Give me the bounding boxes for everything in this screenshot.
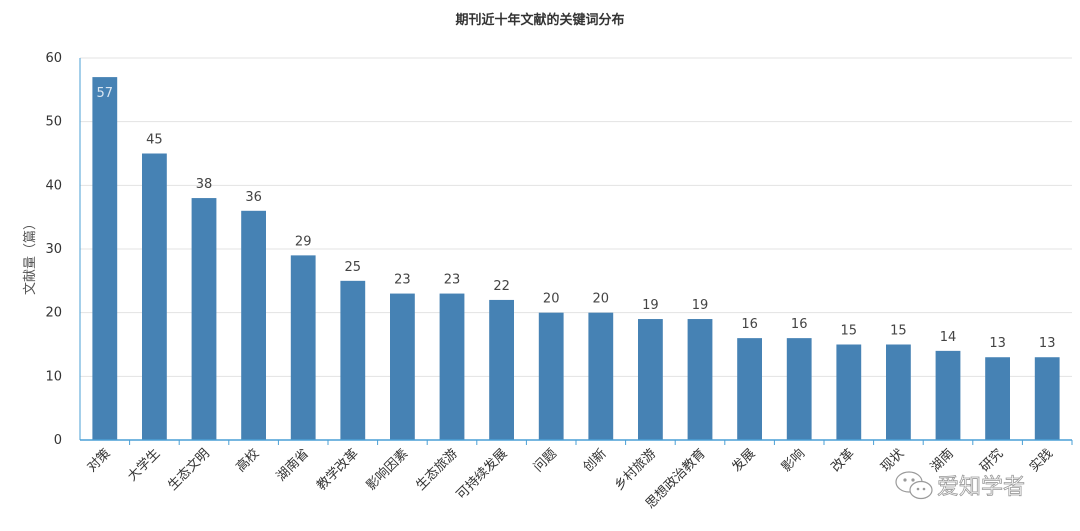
data-label: 19 bbox=[692, 298, 709, 313]
bar[interactable] bbox=[638, 319, 663, 440]
x-tick-label: 创新 bbox=[580, 446, 610, 476]
bar[interactable] bbox=[439, 293, 465, 440]
bar[interactable] bbox=[985, 357, 1010, 440]
data-label: 13 bbox=[989, 336, 1006, 351]
wechat-icon bbox=[895, 471, 933, 500]
x-tick-label: 可持续发展 bbox=[453, 446, 510, 503]
data-label: 45 bbox=[146, 133, 163, 148]
x-tick-label: 教学改革 bbox=[314, 446, 362, 494]
data-labels: 57 45 38 36 29 25 23 23 22 20 20 19 19 16 16 15 15 14 13 13 bbox=[97, 86, 1056, 351]
data-label: 23 bbox=[444, 273, 461, 288]
data-label: 20 bbox=[593, 292, 610, 307]
y-tick-label: 20 bbox=[45, 306, 62, 321]
y-tick-label: 50 bbox=[45, 115, 62, 130]
x-tick-label: 生态旅游 bbox=[413, 446, 460, 493]
data-label: 16 bbox=[741, 317, 758, 332]
data-label: 29 bbox=[295, 234, 312, 249]
x-tick-label: 湖南 bbox=[927, 446, 957, 476]
x-tick-label: 高校 bbox=[233, 446, 263, 476]
bar[interactable] bbox=[489, 299, 514, 440]
x-tick-label: 乡村旅游 bbox=[612, 446, 659, 493]
data-label: 20 bbox=[543, 292, 560, 307]
watermark-text: 爱知学者 bbox=[937, 475, 1025, 500]
gridlines bbox=[80, 57, 1072, 377]
x-tick-label: 对策 bbox=[84, 446, 114, 476]
bar[interactable] bbox=[786, 338, 812, 440]
data-label: 57 bbox=[97, 86, 114, 101]
bar[interactable] bbox=[241, 210, 266, 440]
data-label: 13 bbox=[1039, 336, 1056, 351]
x-tick-label: 大学生 bbox=[124, 446, 163, 485]
x-tick-label: 实践 bbox=[1027, 446, 1056, 475]
watermark: 爱知学者 bbox=[895, 471, 1025, 500]
bar[interactable] bbox=[538, 312, 564, 440]
bar[interactable] bbox=[687, 319, 713, 440]
y-axis-ticks: 0 10 20 30 40 50 60 bbox=[45, 51, 62, 448]
y-tick-label: 60 bbox=[45, 51, 62, 66]
bar[interactable] bbox=[390, 293, 415, 440]
bar[interactable] bbox=[935, 350, 961, 440]
bar[interactable] bbox=[191, 198, 217, 440]
data-label: 25 bbox=[345, 260, 362, 275]
data-label: 15 bbox=[890, 324, 907, 339]
x-tick-label: 生态文明 bbox=[165, 446, 212, 493]
bar[interactable] bbox=[737, 338, 762, 440]
y-tick-label: 30 bbox=[45, 242, 62, 257]
data-label: 36 bbox=[245, 190, 262, 205]
x-tick-label: 改革 bbox=[829, 446, 858, 475]
data-label: 15 bbox=[841, 324, 858, 339]
x-tick-label: 问题 bbox=[531, 446, 560, 475]
bar[interactable] bbox=[588, 312, 614, 440]
bars bbox=[92, 77, 1060, 441]
x-tick-label: 影响 bbox=[778, 446, 808, 476]
x-tick-label: 发展 bbox=[729, 446, 759, 476]
x-tick-label: 影响因素 bbox=[363, 446, 411, 494]
y-tick-label: 10 bbox=[45, 369, 62, 384]
chart-title: 期刊近十年文献的关键词分布 bbox=[455, 12, 624, 28]
data-label: 14 bbox=[940, 330, 957, 345]
x-tick-label: 研究 bbox=[977, 446, 1006, 475]
bar[interactable] bbox=[1034, 357, 1060, 440]
bar[interactable] bbox=[142, 153, 167, 441]
y-tick-label: 0 bbox=[54, 433, 62, 448]
bar[interactable] bbox=[886, 344, 911, 441]
bar[interactable] bbox=[290, 255, 316, 440]
data-label: 23 bbox=[394, 273, 411, 288]
x-tick-label: 湖南省 bbox=[273, 446, 312, 485]
bar[interactable] bbox=[92, 77, 118, 440]
y-tick-label: 40 bbox=[45, 178, 62, 193]
data-label: 16 bbox=[791, 317, 808, 332]
y-axis-label: 文献量（篇） bbox=[23, 217, 38, 295]
bar[interactable] bbox=[340, 280, 366, 440]
data-label: 22 bbox=[493, 279, 510, 294]
data-label: 19 bbox=[642, 298, 659, 313]
data-label: 38 bbox=[196, 177, 213, 192]
x-tick-label: 现状 bbox=[878, 446, 907, 475]
bar[interactable] bbox=[836, 344, 862, 441]
